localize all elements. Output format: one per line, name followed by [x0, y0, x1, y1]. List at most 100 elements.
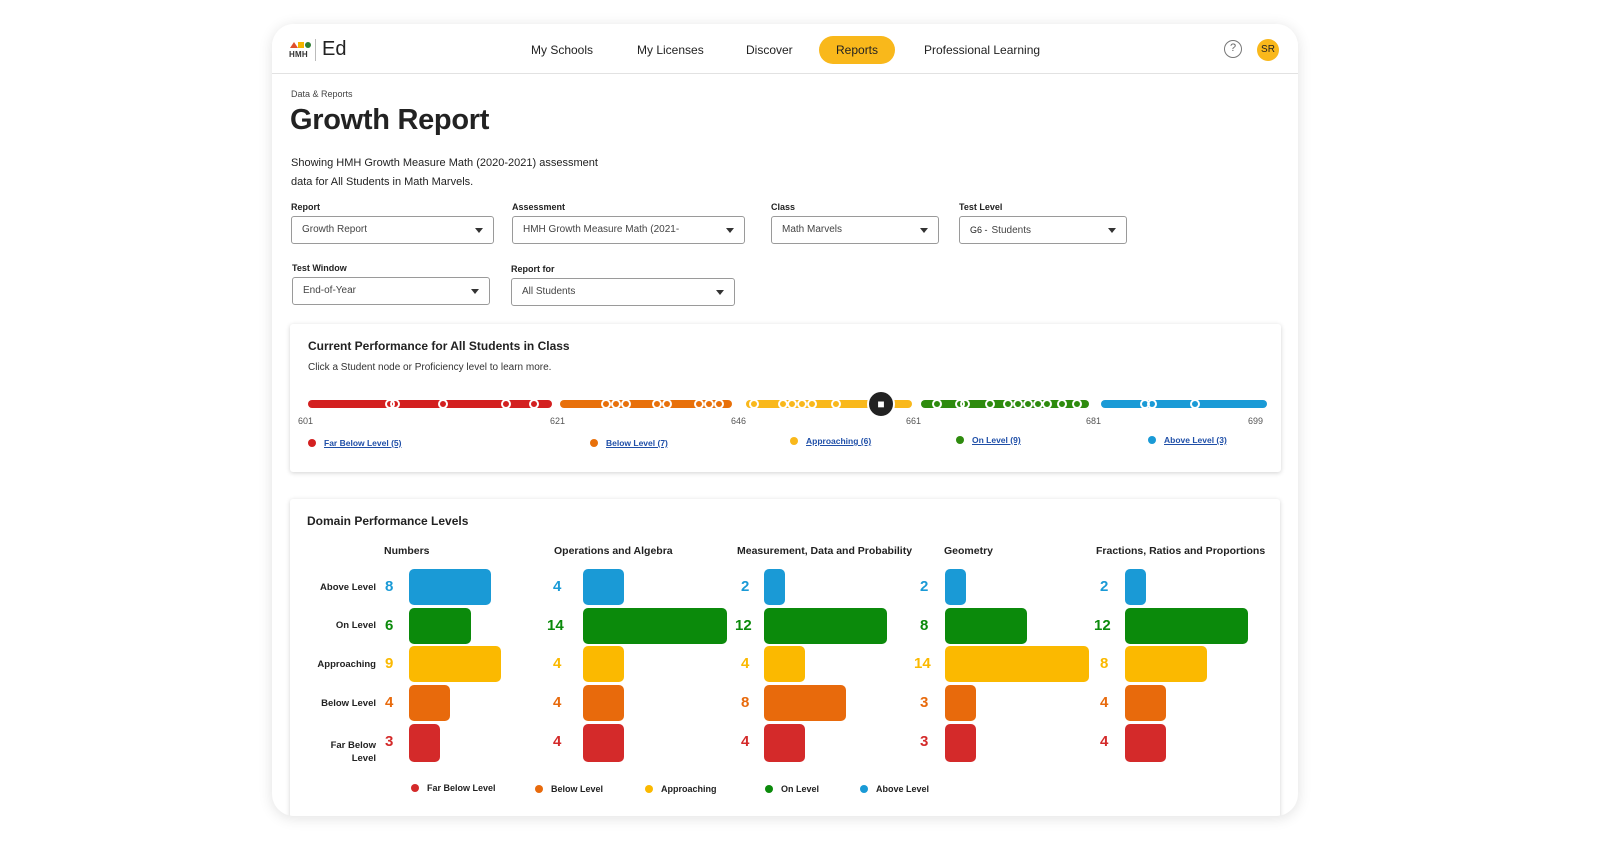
- domain-bar[interactable]: [1125, 685, 1166, 721]
- student-node[interactable]: [662, 399, 672, 409]
- domain-bar[interactable]: [409, 724, 440, 762]
- hmh-ed-logo[interactable]: HMH Ed: [289, 38, 346, 61]
- domain-bar[interactable]: [945, 685, 976, 721]
- legend-dot: [590, 439, 598, 447]
- student-node[interactable]: [611, 399, 621, 409]
- test-level-label: Test Level: [959, 202, 1003, 212]
- student-marker-icon[interactable]: ■: [867, 390, 895, 418]
- assessment-select[interactable]: HMH Growth Measure Math (2021-: [512, 216, 745, 244]
- legend-approaching[interactable]: Approaching (6): [790, 436, 871, 446]
- domain-bar[interactable]: [945, 646, 1089, 682]
- test-level-select[interactable]: G6 - Students: [959, 216, 1127, 244]
- far-below-track[interactable]: [308, 400, 552, 408]
- domain-bar[interactable]: [409, 608, 471, 644]
- domain-bar[interactable]: [583, 569, 624, 605]
- domain-bar[interactable]: [1125, 608, 1248, 644]
- nav-professional-learning[interactable]: Professional Learning: [924, 43, 1041, 57]
- help-icon[interactable]: ?: [1224, 40, 1242, 58]
- legend-dot: [790, 437, 798, 445]
- student-node[interactable]: [714, 399, 724, 409]
- test-window-label: Test Window: [292, 263, 347, 273]
- student-node[interactable]: [1003, 399, 1013, 409]
- student-node[interactable]: [501, 399, 511, 409]
- bottom-legend-far-below: Far Below Level: [411, 783, 496, 793]
- student-node[interactable]: [1023, 399, 1033, 409]
- user-avatar[interactable]: SR: [1257, 39, 1279, 61]
- domain-bar[interactable]: [583, 724, 624, 762]
- report-select[interactable]: Growth Report: [291, 216, 494, 244]
- domain-bar[interactable]: [945, 569, 966, 605]
- domain-bar[interactable]: [764, 569, 785, 605]
- student-node[interactable]: [438, 399, 448, 409]
- domain-bar[interactable]: [1125, 724, 1166, 762]
- domain-bar[interactable]: [409, 685, 450, 721]
- class-select[interactable]: Math Marvels: [771, 216, 939, 244]
- domain-bar[interactable]: [583, 608, 727, 644]
- student-node[interactable]: [694, 399, 704, 409]
- domain-bar[interactable]: [764, 646, 805, 682]
- student-node[interactable]: [1057, 399, 1067, 409]
- student-node[interactable]: [601, 399, 611, 409]
- domain-bar[interactable]: [1125, 646, 1207, 682]
- student-node[interactable]: [621, 399, 631, 409]
- approaching-track[interactable]: [746, 400, 912, 408]
- domain-bar[interactable]: [764, 608, 887, 644]
- test-window-select[interactable]: End-of-Year: [292, 277, 490, 305]
- bar-value-label: 8: [741, 694, 750, 711]
- bottom-legend-above: Above Level: [860, 784, 929, 794]
- domain-bar[interactable]: [409, 569, 491, 605]
- nav-my-schools[interactable]: My Schools: [531, 43, 594, 57]
- report-for-select[interactable]: All Students: [511, 278, 735, 306]
- student-node[interactable]: [787, 399, 797, 409]
- legend-far-below-level[interactable]: Far Below Level (5): [308, 438, 401, 448]
- student-node[interactable]: [529, 399, 539, 409]
- domain-bar[interactable]: [409, 646, 502, 682]
- logo-divider: [315, 38, 316, 61]
- chevron-down-icon: [716, 290, 724, 295]
- student-node[interactable]: [390, 399, 400, 409]
- domain-performance-card: Domain Performance Levels Above Level On…: [290, 499, 1280, 816]
- student-node[interactable]: [1072, 399, 1082, 409]
- domain-bar[interactable]: [764, 724, 805, 762]
- student-node[interactable]: [1147, 399, 1157, 409]
- bar-value-label: 9: [385, 655, 394, 672]
- domain-performance-title: Domain Performance Levels: [307, 514, 469, 528]
- domain-bar[interactable]: [764, 685, 846, 721]
- student-node[interactable]: [749, 399, 759, 409]
- chevron-down-icon: [726, 228, 734, 233]
- domain-head-numbers: Numbers: [384, 545, 430, 557]
- legend-below-level[interactable]: Below Level (7): [590, 438, 668, 448]
- bottom-legend-below: Below Level: [535, 784, 603, 794]
- bar-value-label: 4: [553, 578, 562, 595]
- scale-621: 621: [550, 416, 566, 426]
- domain-bar[interactable]: [945, 724, 976, 762]
- row-label-below-level: Below Level: [321, 698, 376, 709]
- nav-reports[interactable]: Reports: [819, 36, 896, 64]
- student-node[interactable]: [704, 399, 714, 409]
- domain-bar[interactable]: [583, 685, 624, 721]
- above-level-track[interactable]: [1101, 400, 1267, 408]
- nav-my-licenses[interactable]: My Licenses: [637, 43, 704, 57]
- nav-discover[interactable]: Discover: [746, 43, 793, 57]
- breadcrumb[interactable]: Data & Reports: [291, 89, 353, 99]
- scale-681: 681: [1086, 416, 1102, 426]
- domain-bar[interactable]: [583, 646, 624, 682]
- student-node[interactable]: [1042, 399, 1052, 409]
- student-node[interactable]: [1013, 399, 1023, 409]
- student-node[interactable]: [932, 399, 942, 409]
- student-node[interactable]: [985, 399, 995, 409]
- domain-bar[interactable]: [1125, 569, 1146, 605]
- below-level-track[interactable]: [560, 400, 732, 408]
- report-for-label: Report for: [511, 264, 555, 274]
- legend-above-level[interactable]: Above Level (3): [1148, 435, 1227, 445]
- student-node[interactable]: [807, 399, 817, 409]
- legend-on-level[interactable]: On Level (9): [956, 435, 1021, 445]
- student-node[interactable]: [960, 399, 970, 409]
- bar-value-label: 4: [741, 655, 750, 672]
- bar-value-label: 4: [741, 733, 750, 750]
- student-node[interactable]: [797, 399, 807, 409]
- domain-bar[interactable]: [945, 608, 1027, 644]
- student-node[interactable]: [1190, 399, 1200, 409]
- student-node[interactable]: [652, 399, 662, 409]
- student-node[interactable]: [831, 399, 841, 409]
